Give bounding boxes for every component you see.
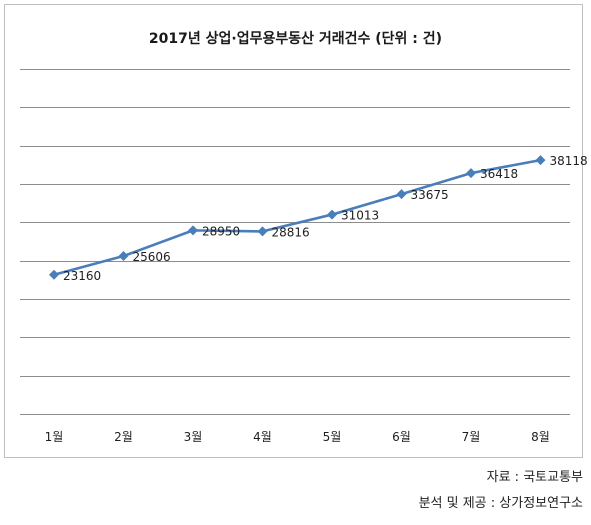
- data-marker: [327, 209, 337, 220]
- series-line: [53, 158, 541, 277]
- x-tick-label: 1월: [45, 430, 64, 444]
- data-label: 36418: [480, 167, 518, 181]
- data-marker: [535, 155, 546, 166]
- series-line-layer: [53, 158, 541, 277]
- x-tick-label: 5월: [323, 430, 342, 444]
- data-label: 28950: [202, 224, 240, 238]
- x-tick-label: 3월: [184, 430, 203, 444]
- data-marker: [188, 225, 198, 236]
- x-tick-label: 2월: [114, 430, 133, 444]
- gridlines: [20, 69, 570, 415]
- chart-frame: [4, 4, 583, 458]
- x-tick-label: 8월: [531, 430, 550, 444]
- x-tick-label: 4월: [253, 430, 272, 444]
- data-marker: [49, 269, 59, 280]
- data-marker: [466, 168, 476, 179]
- data-label: 31013: [341, 209, 379, 223]
- x-tick-label: 7월: [462, 430, 481, 444]
- data-label: 33675: [411, 188, 449, 202]
- data-markers: [49, 155, 546, 280]
- x-axis-tick-labels: 1월 2월 3월 4월 5월 6월 7월 8월: [45, 430, 550, 444]
- data-label: 23160: [63, 269, 101, 283]
- data-marker: [118, 251, 129, 262]
- data-label: 38118: [550, 154, 588, 168]
- x-tick-label: 6월: [392, 430, 411, 444]
- analysis-credit: 분석 및 제공 : 상가정보연구소: [418, 496, 583, 511]
- source-credit: 자료 : 국토교통부: [486, 470, 583, 485]
- chart-title: 2017년 상업·업무용부동산 거래건수 (단위 : 건): [148, 31, 443, 47]
- data-marker: [257, 226, 268, 237]
- data-marker: [396, 189, 407, 200]
- data-label: 28816: [272, 225, 310, 239]
- data-labels: 23160 25606 28950 28816 31013 33675 36418 38118: [63, 154, 588, 283]
- data-label: 25606: [133, 250, 171, 264]
